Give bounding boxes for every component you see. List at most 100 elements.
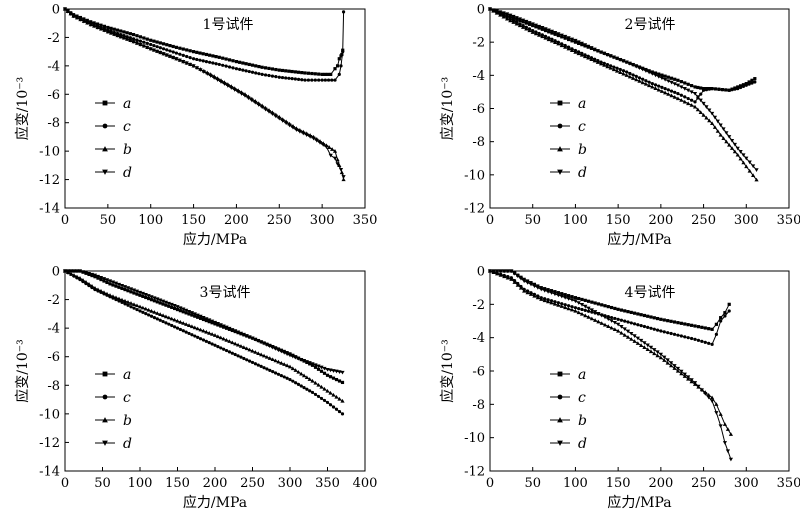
data-point: [303, 71, 307, 75]
data-point: [138, 293, 142, 297]
data-point: [328, 375, 333, 379]
data-point: [542, 288, 547, 293]
data-point: [321, 143, 326, 147]
data-point: [696, 325, 701, 329]
data-point: [689, 90, 694, 95]
data-point: [270, 345, 275, 350]
data-point: [300, 78, 304, 82]
data-point: [573, 306, 578, 310]
data-point: [189, 311, 195, 315]
data-point: [78, 17, 83, 22]
data-point: [738, 85, 743, 90]
data-point: [639, 324, 643, 328]
data-point: [593, 301, 597, 305]
data-point: [337, 396, 342, 401]
data-point: [104, 291, 110, 296]
data-point: [586, 306, 591, 311]
data-point: [741, 153, 746, 158]
data-point: [253, 362, 257, 366]
data-point: [557, 394, 563, 400]
data-point: [753, 80, 757, 84]
data-point: [74, 274, 80, 279]
data-point: [580, 307, 584, 312]
data-point: [540, 34, 545, 39]
data-point: [704, 105, 709, 109]
data-point: [629, 331, 634, 336]
data-point: [224, 348, 229, 353]
x-tick-label: 300: [278, 476, 303, 491]
data-point: [637, 66, 642, 70]
data-point: [143, 293, 148, 297]
data-point: [313, 363, 318, 368]
data-point: [675, 83, 681, 88]
y-tick-label: -14: [39, 465, 60, 480]
data-point: [118, 35, 123, 39]
data-point: [241, 332, 246, 337]
data-point: [599, 321, 604, 325]
data-point: [663, 87, 667, 91]
data-point: [151, 48, 157, 53]
data-point: [250, 348, 255, 353]
data-point: [224, 338, 229, 342]
data-point: [527, 28, 532, 33]
data-point: [123, 287, 127, 292]
data-point: [710, 342, 714, 346]
x-tick-label: 250: [691, 213, 716, 228]
data-point: [290, 366, 295, 371]
data-point: [642, 341, 647, 345]
data-point: [319, 396, 324, 401]
data-point: [650, 72, 655, 76]
data-point: [573, 296, 578, 300]
data-point: [552, 292, 558, 297]
data-point: [549, 299, 554, 303]
data-point: [695, 107, 700, 112]
data-point: [227, 326, 232, 331]
data-point: [181, 47, 185, 51]
data-point: [247, 347, 252, 352]
data-point: [287, 69, 291, 73]
y-tick-label: -10: [39, 145, 60, 160]
data-point: [600, 303, 604, 307]
data-point: [340, 380, 345, 385]
data-point: [304, 360, 309, 364]
data-point: [204, 329, 209, 334]
data-point: [543, 287, 547, 291]
data-point: [570, 305, 574, 309]
data-point: [735, 152, 740, 157]
data-point: [552, 301, 558, 306]
data-point: [662, 330, 666, 334]
data-point: [658, 352, 663, 357]
data-point: [616, 322, 621, 327]
x-axis-title: 应力/MPa: [183, 494, 247, 511]
plot-frame: [489, 270, 790, 472]
data-point: [701, 101, 706, 106]
data-point: [77, 276, 83, 280]
data-point: [276, 359, 281, 364]
series-b: [62, 6, 346, 182]
data-point: [675, 96, 681, 101]
data-point: [178, 309, 182, 313]
data-point: [119, 297, 125, 302]
data-point: [230, 351, 234, 355]
data-point: [80, 278, 86, 282]
data-point: [515, 274, 520, 279]
data-point: [576, 310, 581, 315]
data-point: [279, 360, 284, 365]
data-point: [586, 309, 591, 313]
data-point: [698, 110, 703, 114]
data-point: [148, 47, 153, 51]
data-point: [267, 66, 271, 71]
data-point: [689, 103, 694, 107]
data-point: [593, 318, 598, 322]
data-point: [138, 309, 142, 313]
data-point: [234, 59, 239, 64]
data-point: [595, 60, 600, 64]
data-point: [655, 316, 660, 321]
data-point: [686, 323, 690, 327]
data-point: [609, 305, 614, 310]
data-point: [316, 364, 321, 369]
data-point: [238, 60, 242, 64]
data-point: [187, 312, 191, 316]
data-point: [253, 337, 258, 342]
y-axis-title: 应变/10⁻³: [439, 77, 456, 141]
